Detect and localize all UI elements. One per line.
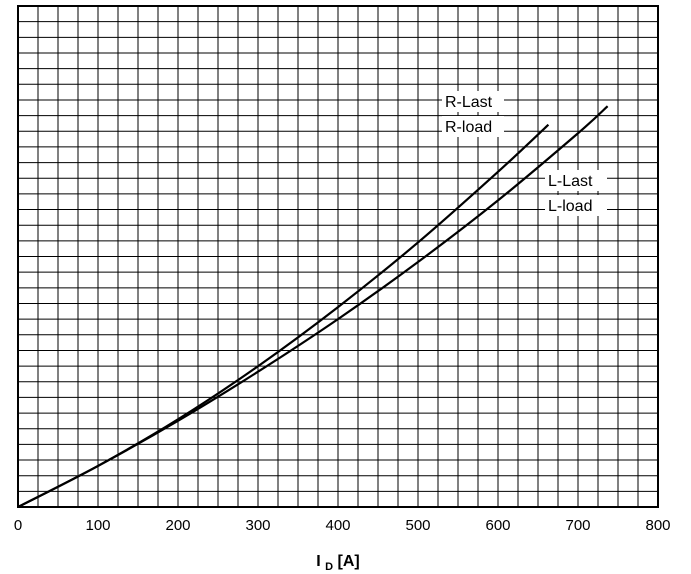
- curve-label-bg: [442, 116, 504, 137]
- series-label: L-Last: [548, 173, 593, 190]
- x-tick-label: 100: [85, 517, 110, 534]
- grid: [18, 6, 658, 507]
- curve-label-bg: [545, 195, 607, 216]
- plot-frame: [17, 5, 659, 508]
- series-label: L-load: [548, 198, 592, 215]
- x-tick-labels: 0 100 200 300 400 500 600 700 800: [14, 517, 671, 534]
- x-axis-label: I D [A]: [316, 553, 360, 573]
- x-tick-label: 600: [485, 517, 510, 534]
- x-tick-label: 800: [645, 517, 670, 534]
- series-label: R-load: [445, 119, 492, 136]
- curve-label-bg: [442, 91, 504, 112]
- x-tick-label: 400: [325, 517, 350, 534]
- series-line-2: [17, 105, 609, 508]
- x-tick-label: 200: [165, 517, 190, 534]
- x-tick-label: 700: [565, 517, 590, 534]
- curve-label-bg: [545, 170, 607, 191]
- curves: [17, 105, 609, 508]
- x-tick-label: 300: [245, 517, 270, 534]
- curve-labels: R-Last R-load L-Last L-load: [442, 91, 607, 216]
- x-tick-label: 0: [14, 517, 22, 534]
- x-tick-label: 500: [405, 517, 430, 534]
- series-label: R-Last: [445, 94, 493, 111]
